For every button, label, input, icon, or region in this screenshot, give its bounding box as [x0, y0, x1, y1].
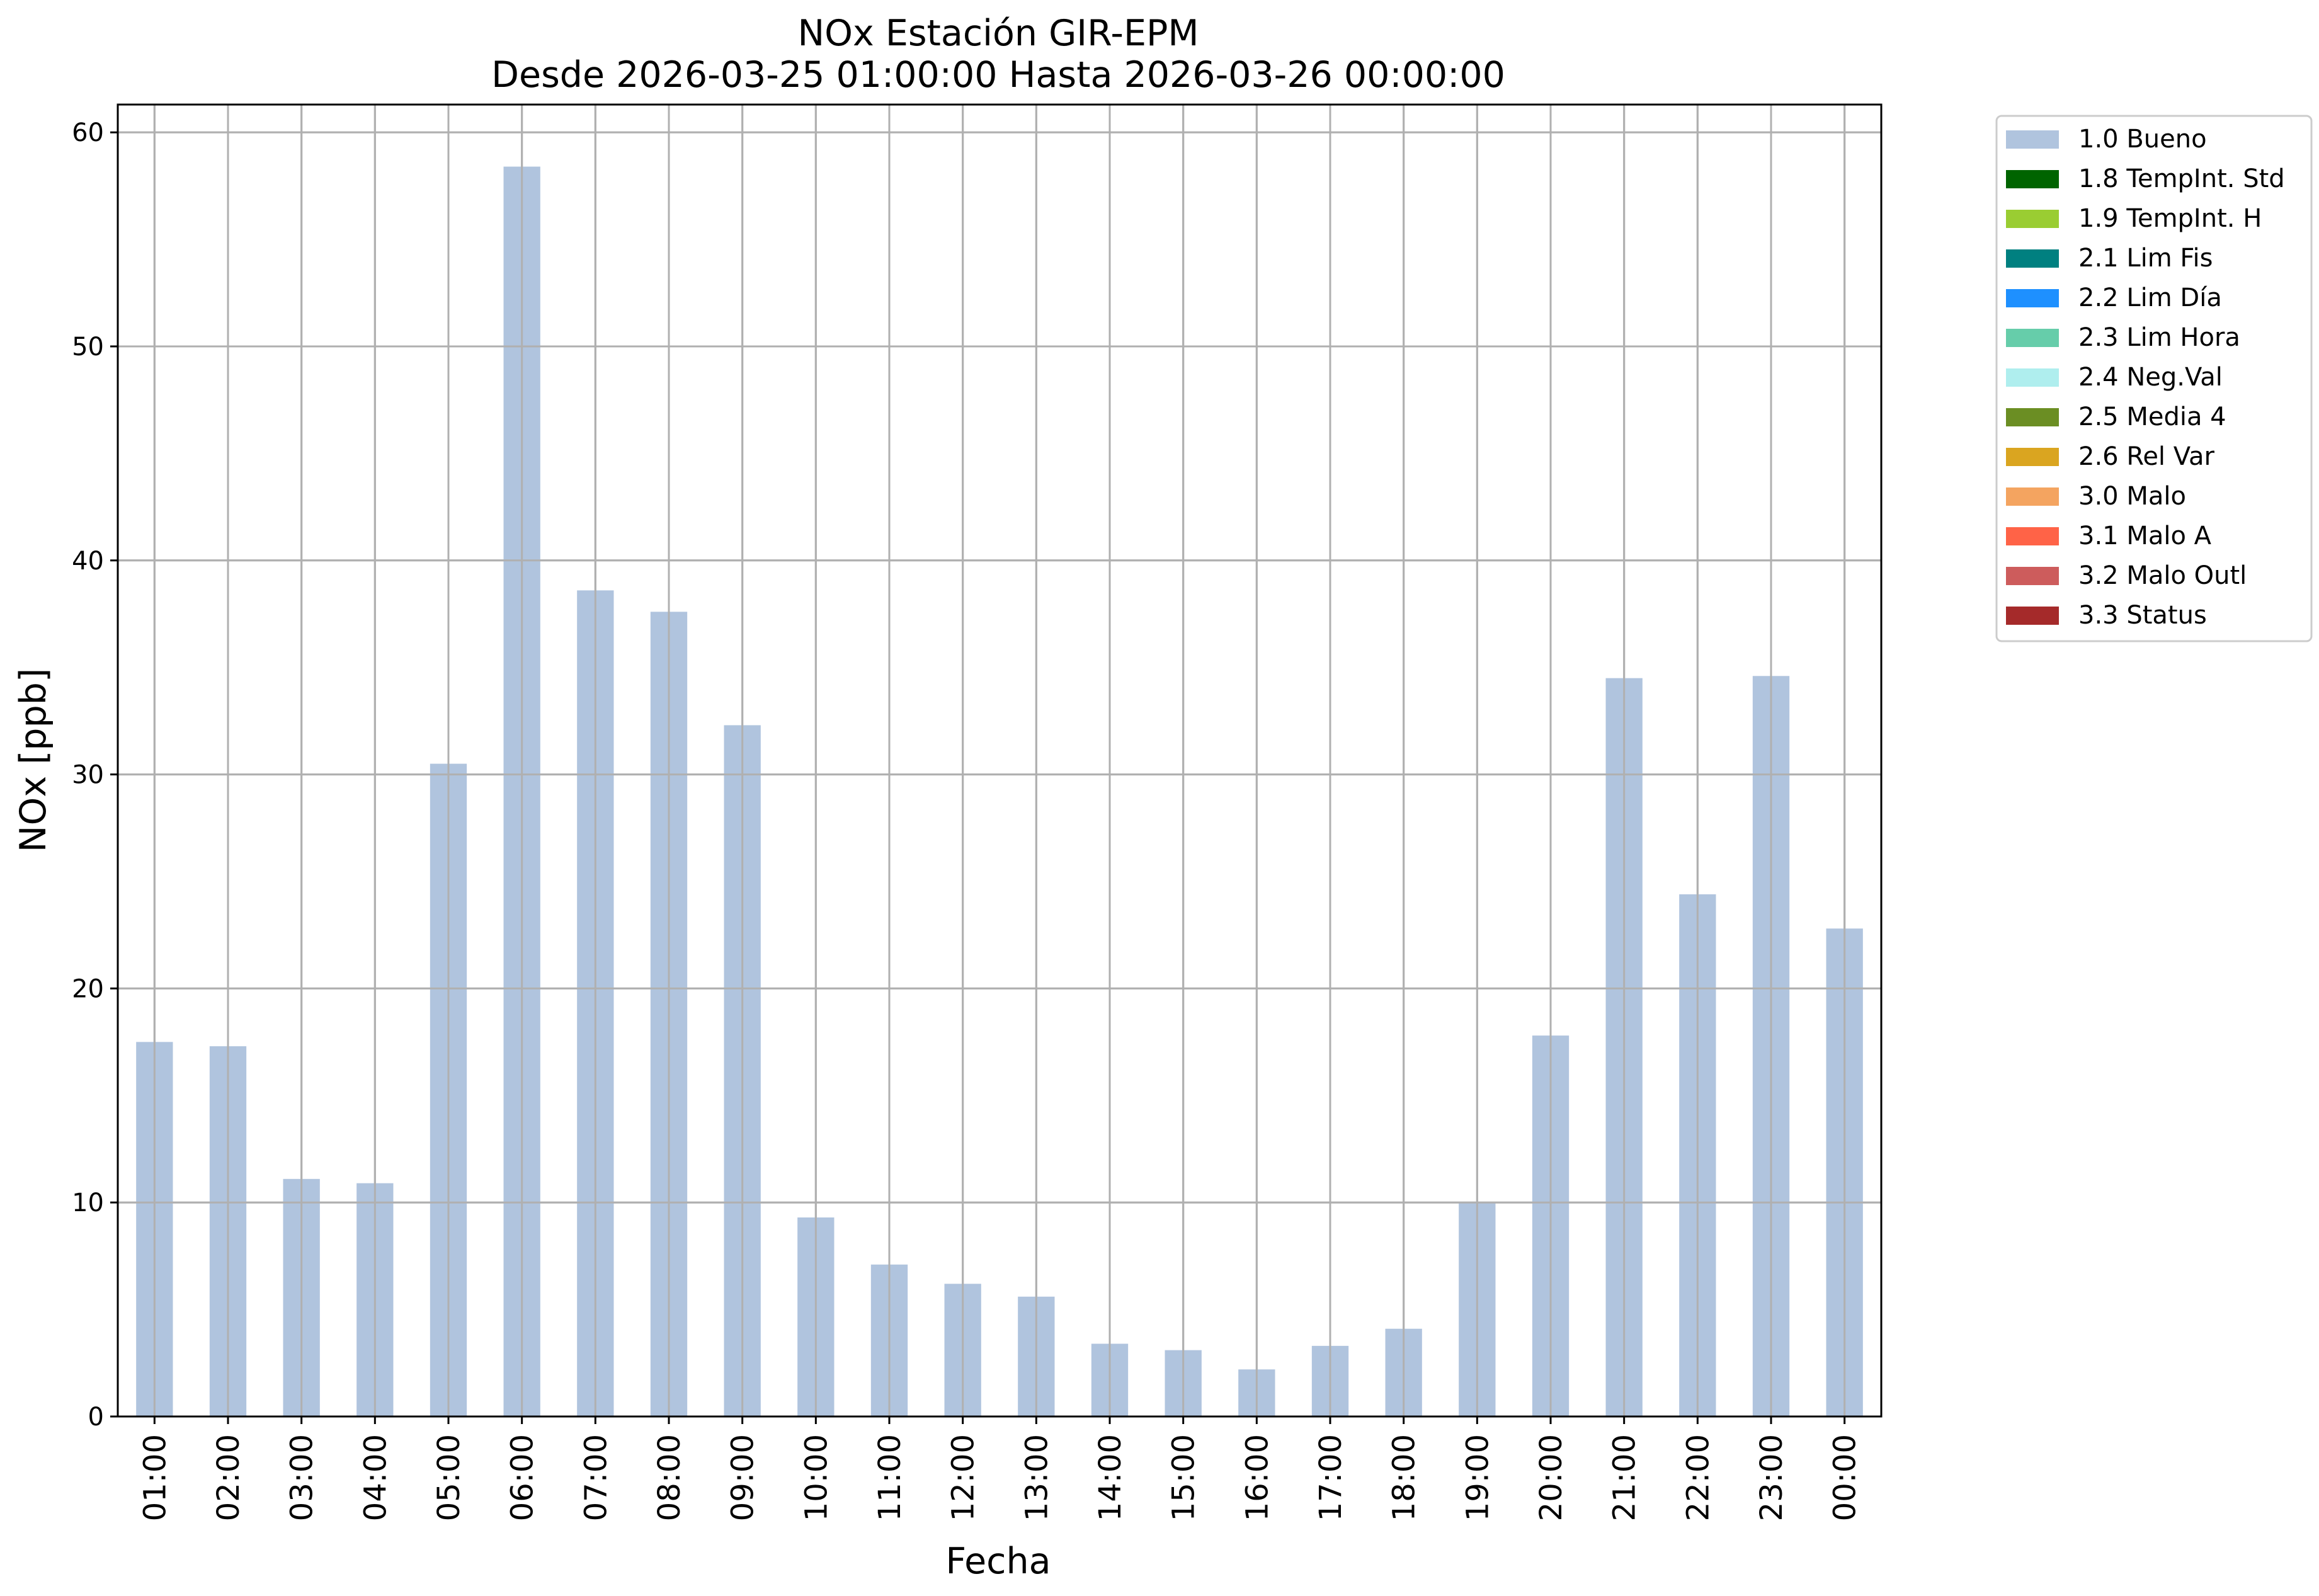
x-tick-label: 15:00 [1166, 1434, 1202, 1521]
y-tick-label: 30 [72, 761, 104, 790]
grid-lines-overlay [118, 105, 1881, 1418]
legend-swatch [2006, 567, 2059, 585]
legend-swatch [2006, 607, 2059, 625]
plot-background [118, 105, 1881, 1416]
x-tick-label: 03:00 [285, 1434, 320, 1521]
x-tick-label: 09:00 [726, 1434, 761, 1521]
legend-label: 3.1 Malo A [2078, 522, 2212, 550]
x-axis-label: Fecha [945, 1541, 1051, 1582]
legend-label: 3.0 Malo [2078, 482, 2186, 511]
legend-swatch [2006, 249, 2059, 268]
y-tick-label: 10 [72, 1188, 104, 1217]
x-tick-label: 00:00 [1828, 1434, 1863, 1521]
x-tick-label: 16:00 [1239, 1434, 1275, 1521]
chart-title: NOx Estación GIR-EPM [797, 13, 1199, 54]
x-tick-label: 02:00 [211, 1434, 246, 1521]
x-tick-label: 04:00 [358, 1434, 393, 1521]
x-tick-label: 11:00 [872, 1434, 908, 1521]
y-tick-label: 50 [72, 333, 104, 362]
x-tick-label: 23:00 [1754, 1434, 1789, 1521]
legend-label: 2.2 Lim Día [2078, 283, 2222, 312]
legend-swatch [2006, 130, 2059, 149]
x-tick-label: 06:00 [505, 1434, 540, 1521]
x-tick-label: 14:00 [1093, 1434, 1128, 1521]
x-tick-label: 22:00 [1680, 1434, 1716, 1521]
plot-frame [117, 103, 1883, 1418]
y-axis-label: NOx [ppb] [13, 668, 54, 852]
x-tick-label: 17:00 [1313, 1434, 1348, 1521]
x-tick-label: 08:00 [652, 1434, 687, 1521]
y-axis-ticks: 0 10 20 30 40 50 60 [72, 118, 118, 1432]
x-tick-label: 20:00 [1534, 1434, 1569, 1521]
y-tick-label: 40 [72, 547, 104, 576]
legend: 1.0 Bueno 1.8 TempInt. Std 1.9 TempInt. H 2… [1995, 115, 2313, 642]
legend-label: 2.3 Lim Hora [2078, 323, 2240, 352]
chart-subtitle: Desde 2026-03-25 01:00:00 Hasta 2026-03-… [491, 54, 1505, 96]
x-tick-label: 05:00 [431, 1434, 467, 1521]
legend-label: 3.2 Malo Outl [2078, 561, 2247, 590]
legend-label: 1.0 Bueno [2078, 125, 2207, 154]
legend-label: 2.6 Rel Var [2078, 442, 2215, 471]
legend-swatch [2006, 487, 2059, 506]
legend-swatch [2006, 408, 2059, 426]
x-tick-label: 01:00 [137, 1434, 173, 1521]
x-tick-label: 19:00 [1460, 1434, 1495, 1521]
x-tick-label: 12:00 [946, 1434, 981, 1521]
legend-frame [1995, 115, 2313, 642]
x-tick-label: 13:00 [1019, 1434, 1054, 1521]
legend-label: 2.5 Media 4 [2078, 402, 2226, 431]
legend-label: 2.4 Neg.Val [2078, 363, 2223, 392]
x-axis-ticks: 01:00 02:00 03:00 04:00 05:00 06:00 07:00 08:00… [137, 1416, 1863, 1521]
legend-swatch [2006, 527, 2059, 545]
legend-swatch [2006, 170, 2059, 188]
legend-swatch [2006, 448, 2059, 466]
y-tick-label: 20 [72, 974, 104, 1003]
y-tick-label: 60 [72, 118, 104, 147]
legend-swatch [2006, 289, 2059, 307]
x-tick-label: 21:00 [1607, 1434, 1643, 1521]
legend-swatch [2006, 368, 2059, 387]
x-tick-label: 10:00 [799, 1434, 834, 1521]
legend-label: 1.8 TempInt. Std [2078, 164, 2285, 193]
legend-swatch [2006, 329, 2059, 347]
legend-items: 1.0 Bueno 1.8 TempInt. Std 1.9 TempInt. H 2… [2006, 125, 2285, 630]
x-tick-label: 07:00 [578, 1434, 613, 1521]
legend-label: 1.9 TempInt. H [2078, 204, 2262, 233]
legend-swatch [2006, 210, 2059, 228]
legend-label: 3.3 Status [2078, 601, 2207, 630]
legend-label: 2.1 Lim Fis [2078, 244, 2213, 273]
x-tick-label: 18:00 [1387, 1434, 1422, 1521]
y-tick-label: 0 [88, 1403, 104, 1432]
